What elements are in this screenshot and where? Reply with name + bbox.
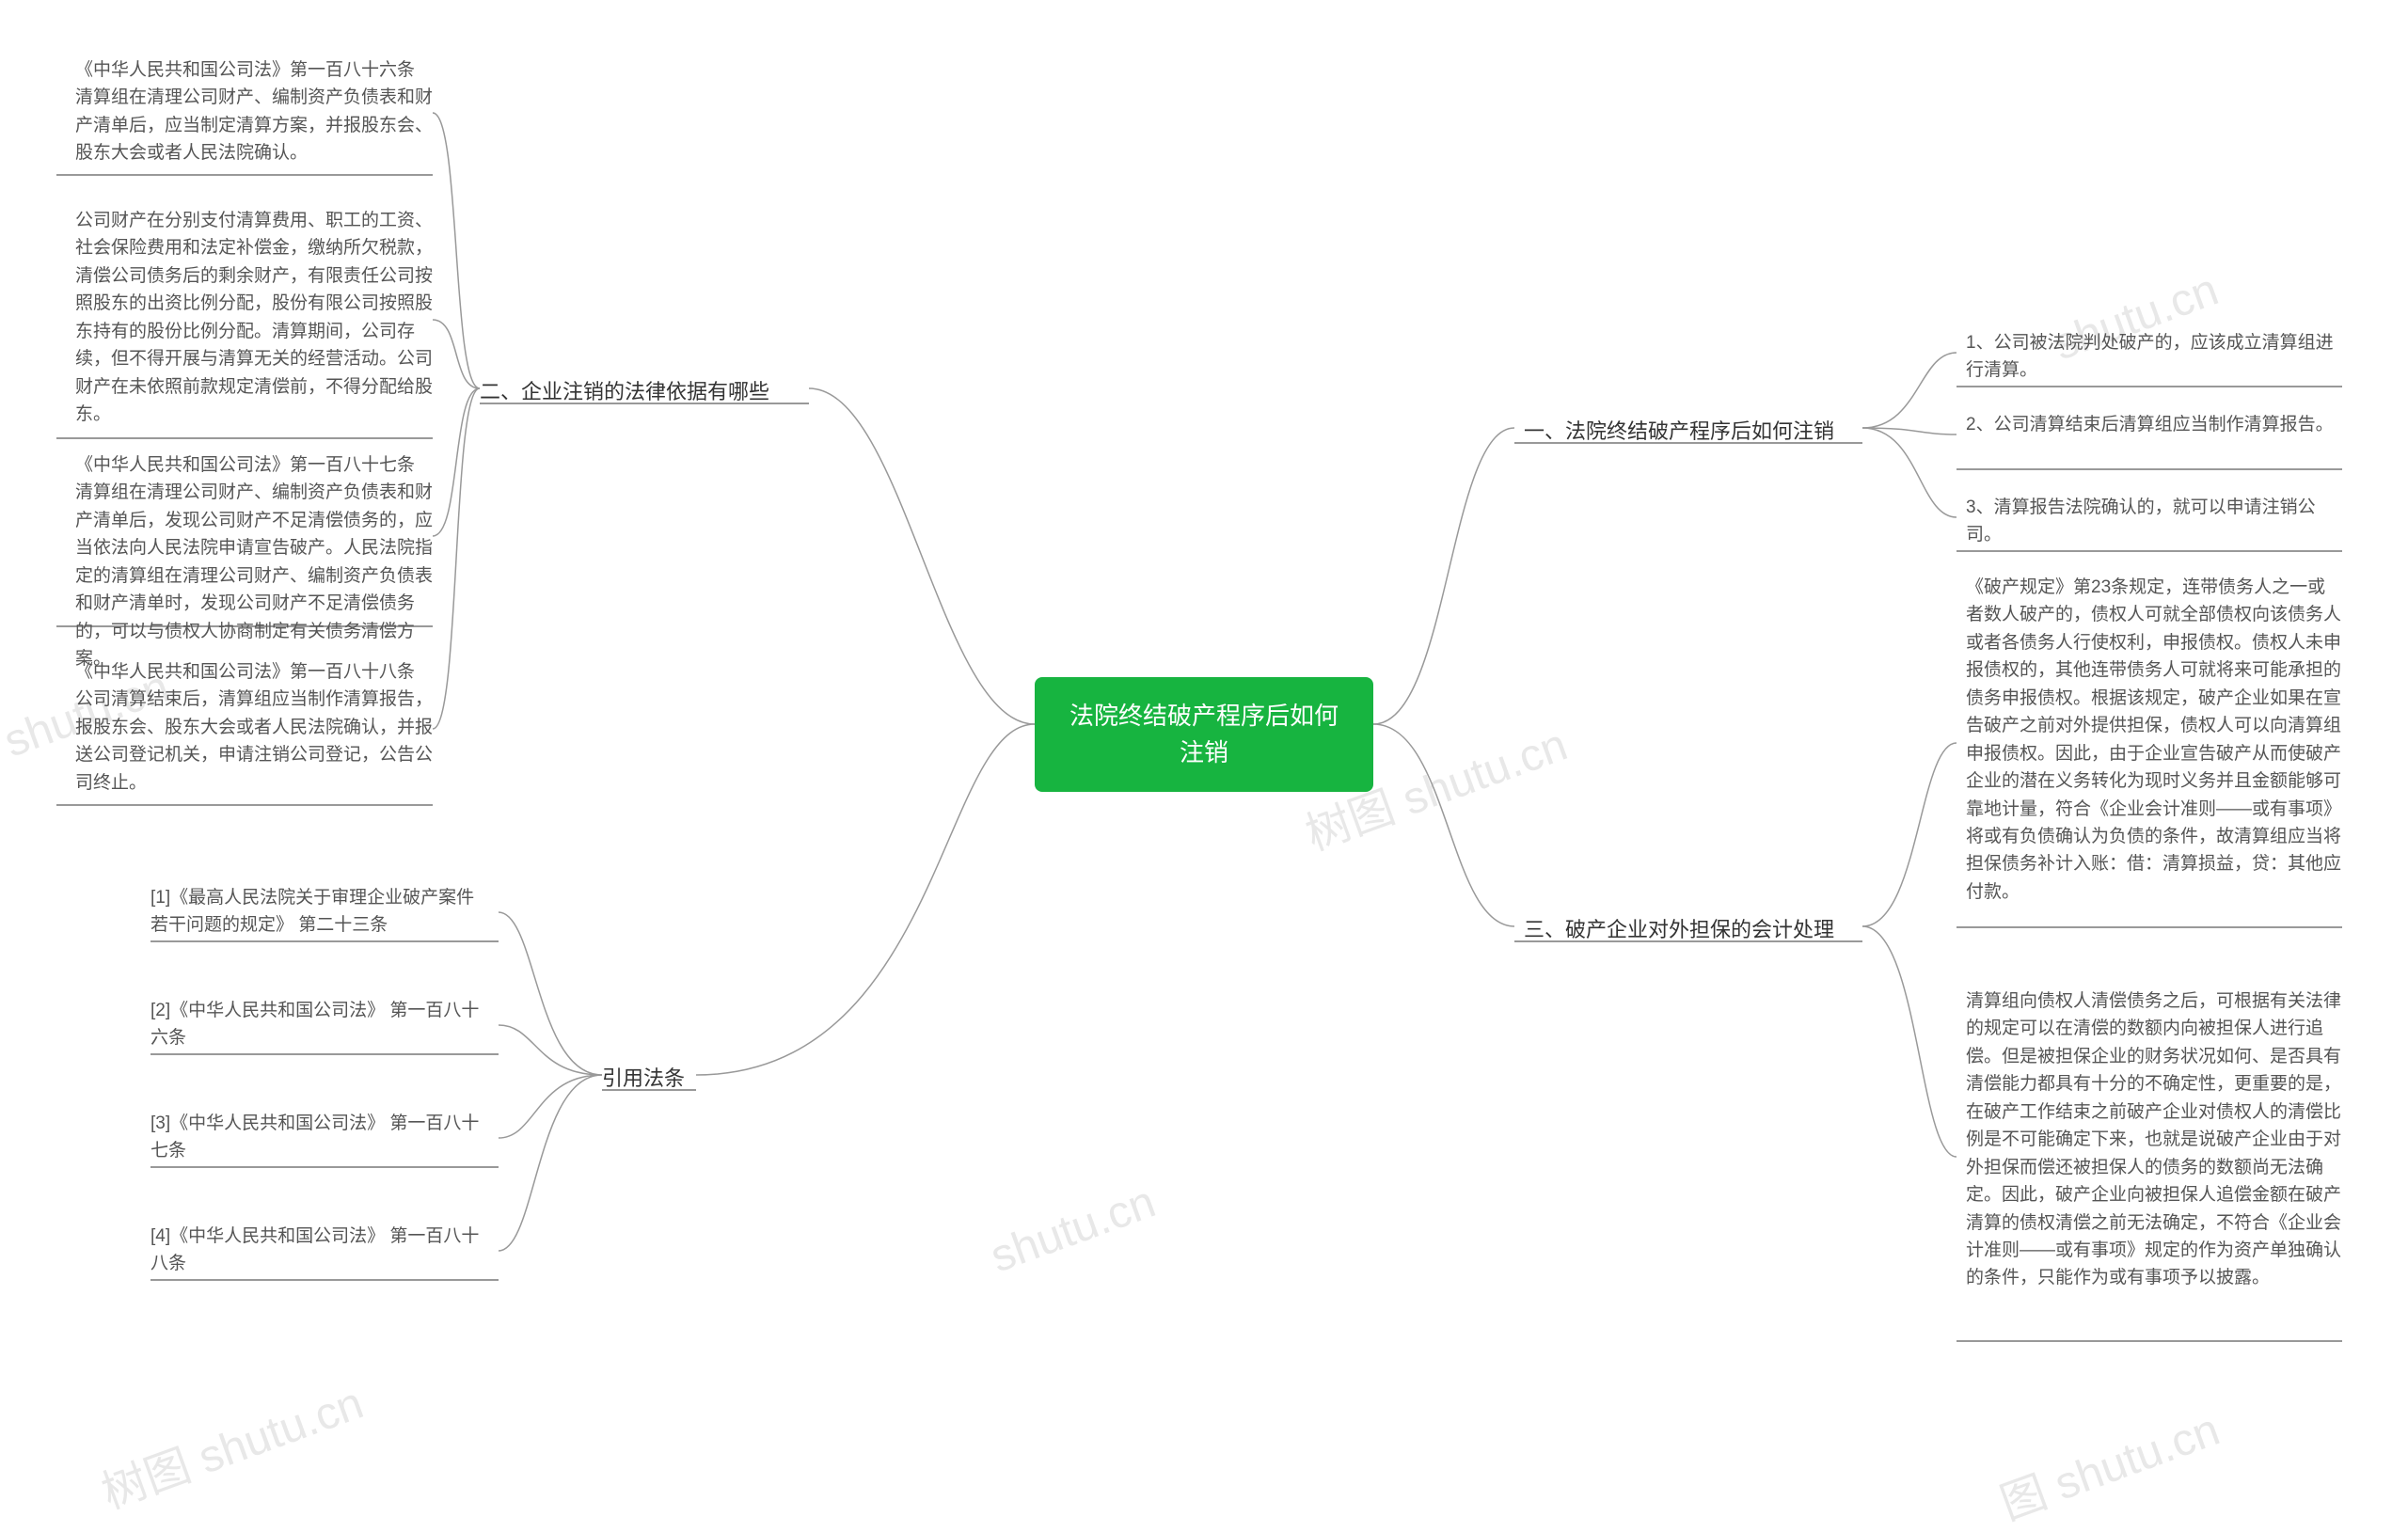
leaf-underline xyxy=(1956,1340,2342,1342)
leaf-underline xyxy=(1956,468,2342,470)
leaf-r2-0: 《破产规定》第23条规定，连带债务人之一或者数人破产的，债权人可就全部债权向该债… xyxy=(1966,574,2342,906)
leaf-underline xyxy=(1956,386,2342,387)
leaf-underline xyxy=(150,1053,499,1055)
leaf-l1-3: 《中华人民共和国公司法》第一百八十八条 公司清算结束后，清算组应当制作清算报告，… xyxy=(75,658,433,797)
leaf-underline xyxy=(1956,926,2342,928)
root-title-line2: 注销 xyxy=(1180,738,1228,766)
leaf-underline xyxy=(150,1166,499,1168)
branch-left-1: 二、企业注销的法律依据有哪些 xyxy=(480,376,769,407)
branch-right-1: 一、法院终结破产程序后如何注销 xyxy=(1524,416,1834,447)
leaf-l1-2: 《中华人民共和国公司法》第一百八十七条 清算组在清理公司财产、编制资产负债表和财… xyxy=(75,451,433,673)
leaf-l2-0: [1]《最高人民法院关于审理企业破产案件若干问题的规定》 第二十三条 xyxy=(150,884,489,940)
watermark: 树图 shutu.cn xyxy=(91,1366,371,1521)
leaf-underline xyxy=(56,174,433,176)
leaf-underline xyxy=(56,437,433,439)
leaf-underline xyxy=(150,940,499,942)
leaf-l1-0: 《中华人民共和国公司法》第一百八十六条 清算组在清理公司财产、编制资产负债表和财… xyxy=(75,56,433,167)
leaf-r2-1: 清算组向债权人清偿债务之后，可根据有关法律的规定可以在清偿的数额内向被担保人进行… xyxy=(1966,987,2342,1292)
leaf-r1-0: 1、公司被法院判处破产的，应该成立清算组进行清算。 xyxy=(1966,329,2342,385)
leaf-l2-1: [2]《中华人民共和国公司法》 第一百八十六条 xyxy=(150,997,489,1052)
leaf-underline xyxy=(1956,550,2342,552)
leaf-r1-1: 2、公司清算结束后清算组应当制作清算报告。 xyxy=(1966,411,2342,438)
watermark: 图 shutu.cn xyxy=(1989,1393,2226,1532)
leaf-underline xyxy=(150,1279,499,1281)
watermark: shutu.cn xyxy=(984,1177,1162,1284)
leaf-underline xyxy=(56,804,433,806)
root-title-line1: 法院终结破产程序后如何 xyxy=(1069,702,1339,730)
mindmap-root: 法院终结破产程序后如何 注销 xyxy=(1035,677,1373,792)
branch-left-2: 引用法条 xyxy=(602,1063,685,1094)
leaf-l1-1: 公司财产在分别支付清算费用、职工的工资、社会保险费用和法定补偿金，缴纳所欠税款，… xyxy=(75,207,433,429)
leaf-l2-3: [4]《中华人民共和国公司法》 第一百八十八条 xyxy=(150,1223,489,1278)
branch-right-2: 三、破产企业对外担保的会计处理 xyxy=(1524,914,1834,945)
leaf-l2-2: [3]《中华人民共和国公司法》 第一百八十七条 xyxy=(150,1110,489,1165)
leaf-r1-2: 3、清算报告法院确认的，就可以申请注销公司。 xyxy=(1966,494,2342,549)
